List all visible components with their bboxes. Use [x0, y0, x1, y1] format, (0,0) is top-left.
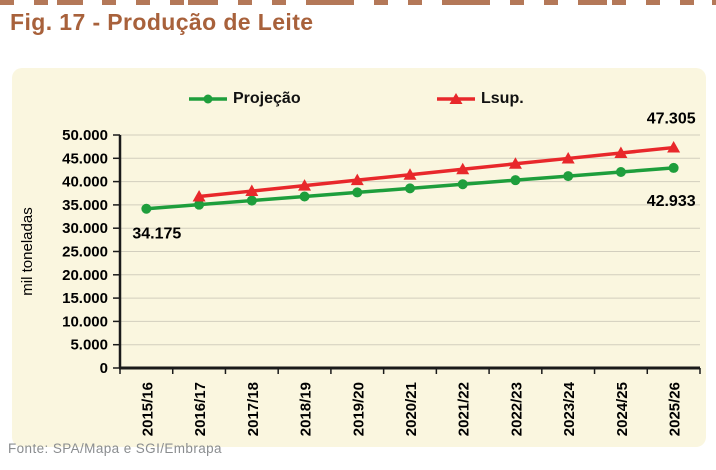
svg-text:10.000: 10.000 [62, 313, 108, 330]
source-note: Fonte: SPA/Mapa e SGI/Embrapa [8, 441, 222, 456]
svg-text:2022/23: 2022/23 [508, 382, 525, 436]
svg-text:2019/20: 2019/20 [350, 382, 367, 436]
legend-item-projecao: Projeção [188, 90, 301, 108]
svg-text:2025/26: 2025/26 [667, 382, 684, 436]
svg-text:2018/19: 2018/19 [298, 382, 315, 436]
svg-text:2017/18: 2017/18 [245, 382, 262, 436]
chart-panel: 0 5.000 10.000 15.000 20.000 25.000 30.000 35.0… [12, 68, 706, 447]
svg-text:2015/16: 2015/16 [139, 382, 156, 436]
svg-text:2020/21: 2020/21 [403, 382, 420, 436]
svg-text:40.000: 40.000 [62, 174, 108, 191]
svg-text:45.000: 45.000 [62, 150, 108, 167]
projecao-line-circle-marker-icon [189, 94, 227, 104]
svg-text:0: 0 [100, 360, 108, 377]
legend-label-lsup: Lsup. [481, 90, 524, 107]
svg-text:mil toneladas: mil toneladas [19, 207, 36, 295]
production-line-chart: 0 5.000 10.000 15.000 20.000 25.000 30.000 35.0… [19, 111, 701, 436]
svg-text:30.000: 30.000 [62, 220, 108, 237]
svg-text:50.000: 50.000 [62, 127, 108, 144]
svg-text:2016/17: 2016/17 [192, 382, 209, 436]
svg-text:34.175: 34.175 [132, 226, 181, 243]
svg-text:35.000: 35.000 [62, 197, 108, 214]
svg-text:2024/25: 2024/25 [614, 382, 631, 436]
svg-text:2023/24: 2023/24 [561, 381, 578, 436]
legend-item-lsup: Lsup. [436, 90, 524, 108]
svg-text:25.000: 25.000 [62, 244, 108, 261]
lsup-line-triangle-marker-icon [437, 93, 475, 104]
svg-text:5.000: 5.000 [70, 337, 108, 354]
legend-label-projecao: Projeção [233, 90, 301, 107]
svg-text:15.000: 15.000 [62, 290, 108, 307]
svg-text:2021/22: 2021/22 [456, 382, 473, 436]
figure-title: Fig. 17 - Produção de Leite [10, 9, 314, 35]
svg-text:20.000: 20.000 [62, 267, 108, 284]
svg-text:47.305: 47.305 [647, 111, 696, 128]
svg-text:42.933: 42.933 [647, 193, 696, 210]
cropped-top-artifact [0, 0, 716, 5]
